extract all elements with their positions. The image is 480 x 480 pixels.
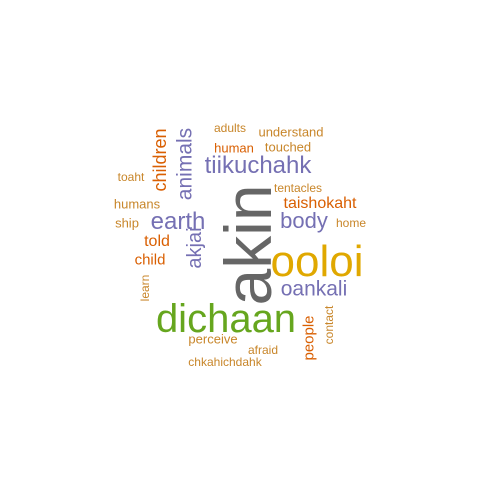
word-body: body [280, 208, 328, 233]
word-children: children [150, 128, 170, 192]
word-taishokaht: taishokaht [283, 195, 357, 212]
word-ship: ship [115, 215, 139, 231]
word-told: told [144, 233, 170, 250]
word-toaht: toaht [117, 170, 145, 184]
word-tiikuchahk: tiikuchahk [204, 152, 312, 179]
word-chkahichdahk: chkahichdahk [188, 355, 262, 369]
word-child: child [134, 251, 166, 269]
word-people: people [300, 315, 318, 361]
word-oankali: oankali [280, 277, 348, 301]
word-afraid: afraid [247, 343, 279, 357]
word-ooloi: ooloi [270, 237, 364, 286]
word-contact: contact [322, 305, 336, 345]
word-perceive: perceive [188, 331, 238, 347]
word-touched: touched [264, 139, 312, 155]
word-human: human [214, 140, 254, 156]
word-adults: adults [213, 121, 247, 135]
word-tentacles: tentacles [273, 181, 323, 195]
word-akjai: akjai [184, 227, 206, 269]
word-humans: humans [113, 196, 161, 212]
word-animals: animals [173, 127, 197, 201]
word-understand: understand [258, 124, 324, 140]
word-earth: earth [150, 208, 206, 235]
word-dichaan: dichaan [155, 297, 297, 341]
word-learn: learn [138, 274, 152, 302]
word-home: home [335, 216, 367, 230]
